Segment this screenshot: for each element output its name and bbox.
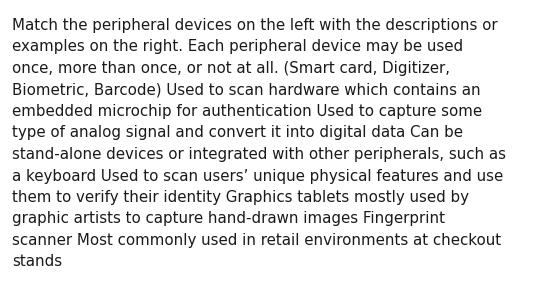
Text: Match the peripheral devices on the left with the descriptions or: Match the peripheral devices on the left…	[12, 18, 498, 33]
Text: Biometric, Barcode) Used to scan hardware which contains an: Biometric, Barcode) Used to scan hardwar…	[12, 83, 480, 98]
Text: type of analog signal and convert it into digital data Can be: type of analog signal and convert it int…	[12, 125, 463, 141]
Text: examples on the right. Each peripheral device may be used: examples on the right. Each peripheral d…	[12, 40, 463, 54]
Text: scanner Most commonly used in retail environments at checkout: scanner Most commonly used in retail env…	[12, 233, 501, 248]
Text: graphic artists to capture hand-drawn images Fingerprint: graphic artists to capture hand-drawn im…	[12, 212, 445, 226]
Text: a keyboard Used to scan users’ unique physical features and use: a keyboard Used to scan users’ unique ph…	[12, 168, 503, 183]
Text: once, more than once, or not at all. (Smart card, Digitizer,: once, more than once, or not at all. (Sm…	[12, 61, 450, 76]
Text: embedded microchip for authentication Used to capture some: embedded microchip for authentication Us…	[12, 104, 482, 119]
Text: stands: stands	[12, 255, 62, 270]
Text: them to verify their identity Graphics tablets mostly used by: them to verify their identity Graphics t…	[12, 190, 469, 205]
Text: stand-alone devices or integrated with other peripherals, such as: stand-alone devices or integrated with o…	[12, 147, 506, 162]
